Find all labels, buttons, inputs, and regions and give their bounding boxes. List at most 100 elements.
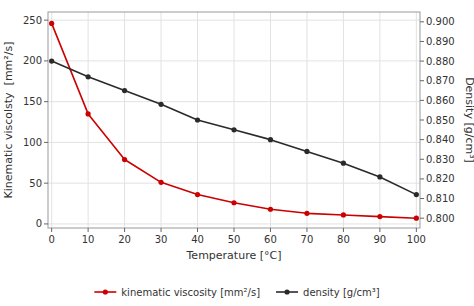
x-tick-label: 90 <box>374 234 387 245</box>
y2-tick <box>420 178 424 179</box>
data-area <box>49 21 419 221</box>
x-tick <box>88 228 89 232</box>
series-line <box>52 61 417 195</box>
series-marker <box>414 216 419 221</box>
series-marker <box>231 200 236 205</box>
y2-tick <box>420 120 424 121</box>
x-tick <box>234 228 235 232</box>
x-tick <box>343 228 344 232</box>
grid <box>48 12 420 228</box>
x-tick <box>306 228 307 232</box>
x-tick <box>270 228 271 232</box>
x-tick <box>161 228 162 232</box>
grid-line <box>270 12 271 228</box>
y2-axis: 0.800 0.810 0.820 0.830 0.840 0.850 0.860 0.870… <box>420 16 455 223</box>
y-axis-label: Kinematic viscolsty [mm²/s] <box>2 42 15 199</box>
y2-tick <box>420 159 424 160</box>
series-marker <box>49 21 54 26</box>
y-tick-label: 150 <box>23 96 42 107</box>
y-tick <box>44 183 48 184</box>
series-marker <box>414 192 419 197</box>
y-tick <box>44 223 48 224</box>
page: {"chart_data": { "type": "line", "x_labe… <box>0 0 474 306</box>
series <box>49 21 419 221</box>
series-marker <box>377 214 382 219</box>
x-tick-label: 0 <box>48 234 54 245</box>
y-tick-label: 200 <box>23 55 42 66</box>
x-tick <box>51 228 52 232</box>
chart: 0 10 20 30 40 50 60 70 80 90 100 Temperature [°C] 0 5… <box>0 0 474 306</box>
y-tick-label: 50 <box>29 178 42 189</box>
series-marker <box>49 58 54 63</box>
legend-label: kinematic viscosity [mm²/s] <box>121 287 260 298</box>
y-tick-label: 250 <box>23 15 42 26</box>
x-tick-label: 10 <box>82 234 95 245</box>
y2-tick <box>420 80 424 81</box>
grid-line <box>124 12 125 228</box>
series-marker <box>158 180 163 185</box>
grid-line <box>306 12 307 228</box>
x-tick-label: 60 <box>264 234 277 245</box>
y-tick <box>44 101 48 102</box>
series-line <box>52 23 417 218</box>
y-tick-label: 100 <box>23 137 42 148</box>
series-marker <box>341 212 346 217</box>
plot-frame <box>48 12 420 228</box>
series-marker <box>86 111 91 116</box>
x-tick <box>124 228 125 232</box>
grid-line <box>161 12 162 228</box>
grid-line <box>343 12 344 228</box>
y2-tick <box>420 61 424 62</box>
x-tick <box>379 228 380 232</box>
legend-item: density [g/cm³] <box>276 287 380 298</box>
y2-tick-label: 0.870 <box>426 75 455 86</box>
y2-tick-label: 0.820 <box>426 173 455 184</box>
y-tick-label: 0 <box>36 218 42 229</box>
y2-tick <box>420 139 424 140</box>
y-tick <box>44 20 48 21</box>
y2-tick-label: 0.890 <box>426 36 455 47</box>
y-tick <box>44 60 48 61</box>
y2-tick-label: 0.810 <box>426 193 455 204</box>
y2-tick-label: 0.860 <box>426 95 455 106</box>
series-marker <box>158 102 163 107</box>
y-axis: 0 50 100 150 200 250 <box>23 15 48 230</box>
series-marker <box>304 149 309 154</box>
y2-tick <box>420 21 424 22</box>
grid-line <box>88 12 89 228</box>
series-marker <box>195 192 200 197</box>
y2-tick-label: 0.850 <box>426 115 455 126</box>
y2-tick-label: 0.800 <box>426 213 455 224</box>
y2-tick <box>420 198 424 199</box>
x-axis: 0 10 20 30 40 50 60 70 80 90 100 <box>48 228 425 245</box>
y2-tick <box>420 41 424 42</box>
legend-item: kinematic viscosity [mm²/s] <box>94 287 260 298</box>
x-tick-label: 20 <box>118 234 131 245</box>
x-tick-label: 40 <box>191 234 204 245</box>
x-tick-label: 50 <box>228 234 241 245</box>
y2-tick <box>420 218 424 219</box>
y2-tick-label: 0.900 <box>426 16 455 27</box>
x-tick-label: 80 <box>337 234 350 245</box>
series-marker <box>231 127 236 132</box>
series-marker <box>122 88 127 93</box>
y2-tick-label: 0.840 <box>426 134 455 145</box>
y-tick <box>44 142 48 143</box>
y2-axis-label: Density [g/cm³] <box>463 77 474 163</box>
x-tick-label: 70 <box>301 234 314 245</box>
x-tick-label: 100 <box>407 234 426 245</box>
series-marker <box>377 174 382 179</box>
x-tick-label: 30 <box>155 234 168 245</box>
legend: kinematic viscosity [mm²/s] density [g/cm… <box>94 287 379 298</box>
x-axis-label: Temperature [°C] <box>186 249 282 262</box>
legend-label: density [g/cm³] <box>303 287 380 298</box>
series-marker <box>195 117 200 122</box>
y2-tick-label: 0.880 <box>426 56 455 67</box>
legend-marker <box>103 289 108 294</box>
series-marker <box>341 161 346 166</box>
series-marker <box>304 211 309 216</box>
y2-tick <box>420 100 424 101</box>
grid-line <box>234 12 235 228</box>
series-marker <box>86 74 91 79</box>
y2-tick-label: 0.830 <box>426 154 455 165</box>
